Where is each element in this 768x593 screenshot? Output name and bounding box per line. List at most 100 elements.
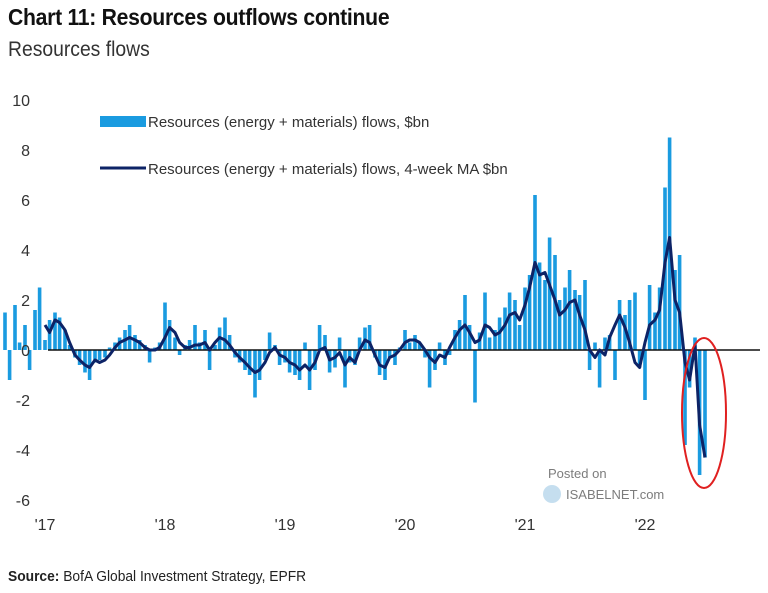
bar xyxy=(603,337,607,350)
bar xyxy=(417,342,422,350)
bar xyxy=(427,350,432,388)
bar xyxy=(323,335,327,350)
bar xyxy=(17,342,22,350)
bar xyxy=(213,345,217,350)
chart-subtitle: Resources flows xyxy=(8,38,150,61)
bar xyxy=(257,350,262,380)
bar xyxy=(627,300,632,350)
x-tick-label: '17 xyxy=(35,517,56,534)
bar xyxy=(577,295,582,350)
bar xyxy=(223,317,227,350)
bar xyxy=(83,350,87,373)
y-tick-label: 4 xyxy=(21,243,30,260)
highlight-ellipse xyxy=(681,337,727,489)
bar xyxy=(563,287,567,350)
bar xyxy=(637,350,642,368)
bar xyxy=(337,337,342,350)
bar xyxy=(97,350,102,360)
bar xyxy=(413,335,417,350)
bar xyxy=(13,305,17,350)
bar xyxy=(247,350,252,375)
bar xyxy=(597,350,602,388)
bar xyxy=(187,340,192,350)
legend-swatch-bars xyxy=(100,116,146,127)
watermark-line1: Posted on xyxy=(548,466,607,481)
bar xyxy=(173,337,177,350)
globe-icon xyxy=(543,485,561,503)
bar xyxy=(653,312,657,350)
bar xyxy=(407,342,412,350)
bar xyxy=(353,350,357,365)
bar xyxy=(523,287,527,350)
legend: Resources (energy + materials) flows, $b… xyxy=(100,114,508,178)
bar xyxy=(7,350,12,380)
bar xyxy=(543,280,547,350)
bar xyxy=(163,302,167,350)
bar xyxy=(633,292,637,350)
bar xyxy=(613,350,617,380)
bar xyxy=(303,342,307,350)
bar xyxy=(437,342,442,350)
bar xyxy=(673,270,677,350)
bar xyxy=(643,350,647,400)
y-tick-label: -6 xyxy=(16,493,30,510)
watermark-line2: ISABELNET.com xyxy=(566,487,664,502)
bar xyxy=(53,312,57,350)
bar xyxy=(67,345,72,350)
bar xyxy=(43,340,47,350)
bar xyxy=(647,285,652,350)
bar xyxy=(293,350,297,375)
y-tick-label: 0 xyxy=(21,343,30,360)
bar xyxy=(447,350,452,355)
bar xyxy=(77,350,82,365)
bar xyxy=(493,330,497,350)
bar xyxy=(387,350,392,358)
bar xyxy=(533,195,537,350)
bar xyxy=(37,287,42,350)
bar xyxy=(147,350,152,363)
bar xyxy=(367,325,372,350)
bar xyxy=(263,350,267,360)
y-tick-label: 10 xyxy=(12,93,30,110)
source-text: BofA Global Investment Strategy, EPFR xyxy=(63,568,307,585)
bar xyxy=(297,350,302,380)
bar xyxy=(93,350,97,363)
bar xyxy=(207,350,212,370)
source-label: Source: xyxy=(8,568,60,585)
bar xyxy=(357,337,362,350)
bar xyxy=(103,350,107,358)
y-tick-label: 6 xyxy=(21,193,30,210)
bar xyxy=(487,337,492,350)
y-tick-label: -4 xyxy=(16,443,30,460)
bar xyxy=(3,312,7,350)
bar xyxy=(137,340,142,350)
legend-label-line: Resources (energy + materials) flows, 4-… xyxy=(148,161,508,178)
x-tick-label: '20 xyxy=(395,517,416,534)
bar xyxy=(243,350,247,370)
bar xyxy=(513,300,517,350)
bar xyxy=(473,350,477,403)
bar xyxy=(393,350,397,365)
bar xyxy=(167,320,172,350)
bar xyxy=(573,290,577,350)
y-tick-label: 8 xyxy=(21,143,30,160)
bar xyxy=(583,280,587,350)
bar xyxy=(587,350,592,370)
bar xyxy=(617,300,622,350)
bar xyxy=(133,335,137,350)
bar xyxy=(277,350,282,365)
bar xyxy=(657,287,662,350)
bar xyxy=(503,307,507,350)
bar xyxy=(537,262,542,350)
bar xyxy=(177,350,182,355)
bar xyxy=(547,237,552,350)
watermark: Posted on ISABELNET.com xyxy=(543,466,664,503)
bar xyxy=(343,350,347,388)
x-tick-label: '22 xyxy=(635,517,656,534)
bar xyxy=(403,330,407,350)
bar xyxy=(107,347,112,350)
bar xyxy=(23,325,27,350)
bar xyxy=(567,270,572,350)
bar xyxy=(467,325,472,350)
